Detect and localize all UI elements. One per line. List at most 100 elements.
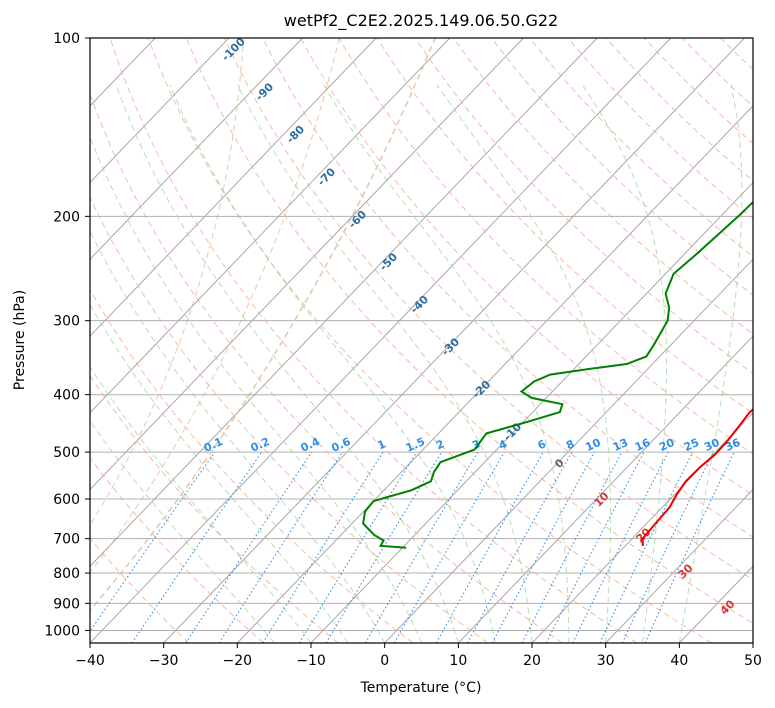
mixing-ratio-label: 2 xyxy=(434,437,446,452)
x-tick-label: −10 xyxy=(296,653,326,669)
dry-adiabat xyxy=(109,38,638,643)
dry-adiabat xyxy=(147,38,712,643)
x-axis-label: Temperature (°C) xyxy=(360,680,482,696)
isotherm-gridline xyxy=(163,38,745,643)
moist-adiabat xyxy=(678,84,743,643)
dry-adiabat xyxy=(90,288,414,643)
x-tick-label: 50 xyxy=(744,653,762,669)
y-tick-label: 200 xyxy=(53,209,80,225)
mixing-ratio-line xyxy=(90,451,216,633)
y-axis-label: Pressure (hPa) xyxy=(12,290,28,390)
mixing-ratio-line xyxy=(572,451,669,643)
mixing-ratio-line xyxy=(364,451,479,643)
mixing-ratio-label: 1 xyxy=(376,437,388,452)
dry-adiabat xyxy=(90,537,190,643)
chart-title: wetPf2_C2E2.2025.149.06.50.G22 xyxy=(284,11,558,31)
mixing-ratio-label: 13 xyxy=(611,436,630,454)
isotherm-gridline xyxy=(90,38,524,491)
isotherm-gridline xyxy=(605,488,753,643)
mixing-ratio-label: 36 xyxy=(723,436,743,454)
dry-adiabat xyxy=(414,38,753,375)
moist-adiabat xyxy=(115,84,459,643)
axes: −40 −30 −20 −10 0 10 20 30 40 50 100 200 300 400 500 60… xyxy=(44,31,762,669)
dry-adiabat-label: -40 xyxy=(408,293,431,316)
mixing-ratio-line xyxy=(435,451,544,643)
isotherm-gridline xyxy=(384,258,753,643)
isotherm-gridline xyxy=(90,38,377,337)
mixing-ratio-line xyxy=(599,451,694,643)
dry-adiabat xyxy=(491,38,753,296)
dry-adiabat xyxy=(452,38,753,335)
dry-adiabat xyxy=(90,92,563,643)
mixing-ratio-label: 10 xyxy=(583,436,603,454)
dry-adiabat xyxy=(643,38,753,145)
dry-adiabat-label: 10 xyxy=(592,489,612,509)
mixing-ratio-line xyxy=(298,451,418,643)
x-tick-label: −40 xyxy=(75,653,105,669)
y-tick-label: 600 xyxy=(53,492,80,508)
isotherm-gridline xyxy=(457,335,753,643)
mixing-ratio-label: 16 xyxy=(633,436,653,454)
moist-adiabat xyxy=(169,84,496,643)
dry-adiabat-label: 30 xyxy=(676,561,696,581)
isotherm-gridline xyxy=(90,38,598,567)
y-tick-label: 800 xyxy=(53,566,80,582)
dry-adiabat xyxy=(300,38,753,496)
moist-adiabat xyxy=(90,304,349,643)
dry-adiabat xyxy=(224,38,753,581)
mixing-ratio-line xyxy=(621,451,714,643)
curved-reference-line xyxy=(90,38,340,574)
plot-frame xyxy=(89,37,754,644)
y-tick-label: 100 xyxy=(53,31,80,47)
mixing-ratio-label: 25 xyxy=(682,436,701,454)
dry-adiabat xyxy=(185,38,753,624)
moist-adiabat xyxy=(582,84,667,643)
y-tick-label: 400 xyxy=(53,388,80,404)
isotherm-gridline xyxy=(752,642,753,643)
x-tick-label: 20 xyxy=(523,653,541,669)
x-tick-label: 30 xyxy=(597,653,615,669)
moist-adiabat xyxy=(90,420,275,643)
mixing-ratio-line xyxy=(491,451,595,643)
mixing-ratio-line xyxy=(545,451,645,643)
y-tick-label: 1000 xyxy=(44,623,80,639)
isotherm-gridline xyxy=(90,38,303,261)
mixing-ratio-label: 20 xyxy=(657,436,677,454)
dry-adiabat-label: -30 xyxy=(439,335,462,358)
isotherm-gridline xyxy=(90,38,451,414)
temperature-profile xyxy=(641,408,753,546)
plot-area: 0.1 0.2 0.4 0.6 1 1.5 2 3 4 6 8 10 13 16 20 25 30 36-100-… xyxy=(90,38,775,643)
dry-adiabat xyxy=(90,196,488,643)
isotherm-gridline xyxy=(90,38,230,184)
mixing-ratio-line xyxy=(467,451,573,643)
y-tick-label: 300 xyxy=(53,314,80,330)
isotherm-gridline xyxy=(90,38,672,643)
curved-reference-line xyxy=(90,38,436,612)
y-tick-label: 700 xyxy=(53,532,80,548)
isotherm-gridline xyxy=(531,412,753,643)
mixing-ratio-line xyxy=(131,451,263,643)
curved-reference-line xyxy=(90,38,244,527)
x-tick-label: −30 xyxy=(149,653,179,669)
mixing-ratio-line xyxy=(262,451,384,643)
dry-adiabat-label: -70 xyxy=(315,165,338,188)
moist-adiabat xyxy=(90,230,386,643)
dry-adiabat xyxy=(681,38,753,107)
x-tick-label: 10 xyxy=(449,653,467,669)
dry-adiabat xyxy=(567,38,753,220)
x-tick-label: 40 xyxy=(670,653,688,669)
moist-adiabat xyxy=(90,365,312,643)
dry-adiabat xyxy=(605,38,753,182)
dry-adiabat-label: -80 xyxy=(284,123,307,146)
moist-adiabat xyxy=(90,135,422,643)
dry-adiabat-label: -50 xyxy=(377,250,400,273)
dry-adiabat xyxy=(90,457,264,643)
dry-adiabat xyxy=(759,38,775,643)
moist-adiabat xyxy=(323,84,570,643)
mixing-ratio-line xyxy=(393,451,505,643)
dry-adiabat-label: -60 xyxy=(346,208,369,231)
mixing-ratio-line xyxy=(644,451,735,643)
mixing-ratio-line xyxy=(325,451,443,643)
dry-adiabat-label: -90 xyxy=(253,80,276,103)
mixing-ratio-line xyxy=(185,451,313,643)
